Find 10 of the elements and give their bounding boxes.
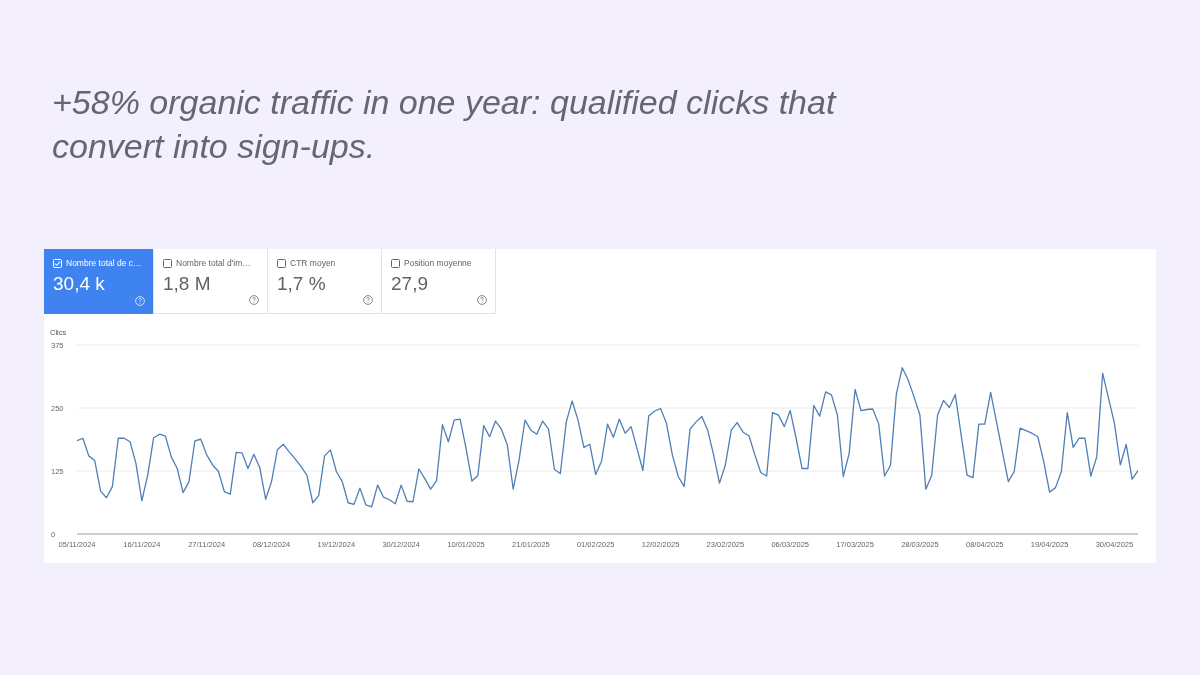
line-series <box>77 367 1138 508</box>
text: Position moyenne <box>404 258 472 268</box>
text: 30,4 k <box>53 273 106 295</box>
text: Nombre total de c… <box>66 258 142 268</box>
text: 1,8 M <box>163 273 212 295</box>
text: 27,9 <box>391 273 429 295</box>
text: CTR moyen <box>290 258 336 268</box>
text: 1,7 % <box>277 273 327 295</box>
chart-title: +58% organic traffic in one year: qualified clicks that convert into sign-ups. <box>52 82 838 167</box>
text: Nombre total d'im… <box>176 258 251 268</box>
